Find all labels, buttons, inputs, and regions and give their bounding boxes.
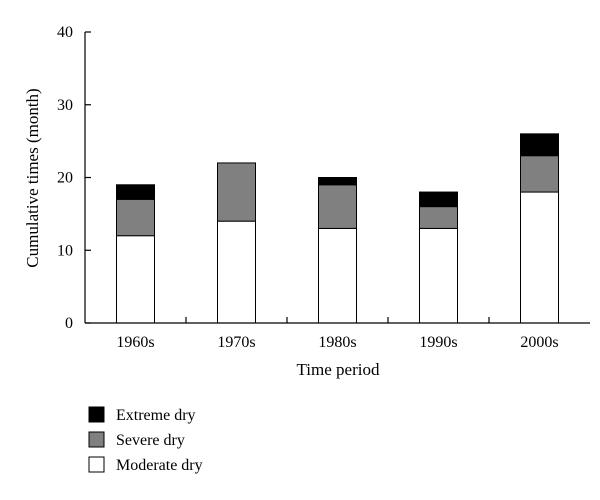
x-tick-label-2000s: 2000s [520,334,558,351]
y-axis-label: Cumulative times (month) [23,88,42,267]
y-tick-label-0: 0 [65,315,73,332]
y-tick-label-20: 20 [57,170,73,187]
bars-layer [116,133,559,324]
y-tick-label-30: 30 [57,97,73,114]
y-tick-label-10: 10 [57,242,73,259]
bar-1980s-severe-dry [318,184,357,229]
y-tick-label-40: 40 [57,24,73,41]
x-ticks-layer: 1960s 1970s 1980s 1990s 2000s [116,317,559,351]
bar-1960s-moderate-dry [116,235,155,324]
bar-1970s-moderate-dry [217,220,256,324]
bar-1990s-severe-dry [419,206,458,229]
bar-2000s-severe-dry [520,155,559,193]
bar-2000s-extreme-dry [520,133,559,157]
legend-swatch-moderate-dry [88,456,105,473]
bar-2000s-moderate-dry [520,191,559,324]
y-ticks-layer: 0 10 20 30 40 [57,24,91,332]
x-tick-label-1980s: 1980s [318,334,356,351]
bar-1980s-moderate-dry [318,227,357,324]
bar-1980s-extreme-dry [318,177,357,186]
bar-1970s-severe-dry [217,162,256,222]
legend-label-extreme-dry: Extreme dry [116,407,196,424]
legend: Extreme dry Severe dry Moderate dry [88,406,203,474]
x-tick-label-1960s: 1960s [116,334,154,351]
bar-1990s-extreme-dry [419,191,458,208]
x-tick-label-1970s: 1970s [217,334,255,351]
legend-label-moderate-dry: Moderate dry [116,457,203,474]
bar-1990s-moderate-dry [419,227,458,324]
bar-1960s-extreme-dry [116,184,155,200]
legend-label-severe-dry: Severe dry [116,432,185,449]
bar-1960s-severe-dry [116,198,155,237]
legend-swatch-severe-dry [88,431,105,448]
x-axis-label: Time period [297,360,380,379]
legend-swatch-extreme-dry [88,406,105,423]
x-tick-label-1990s: 1990s [419,334,457,351]
